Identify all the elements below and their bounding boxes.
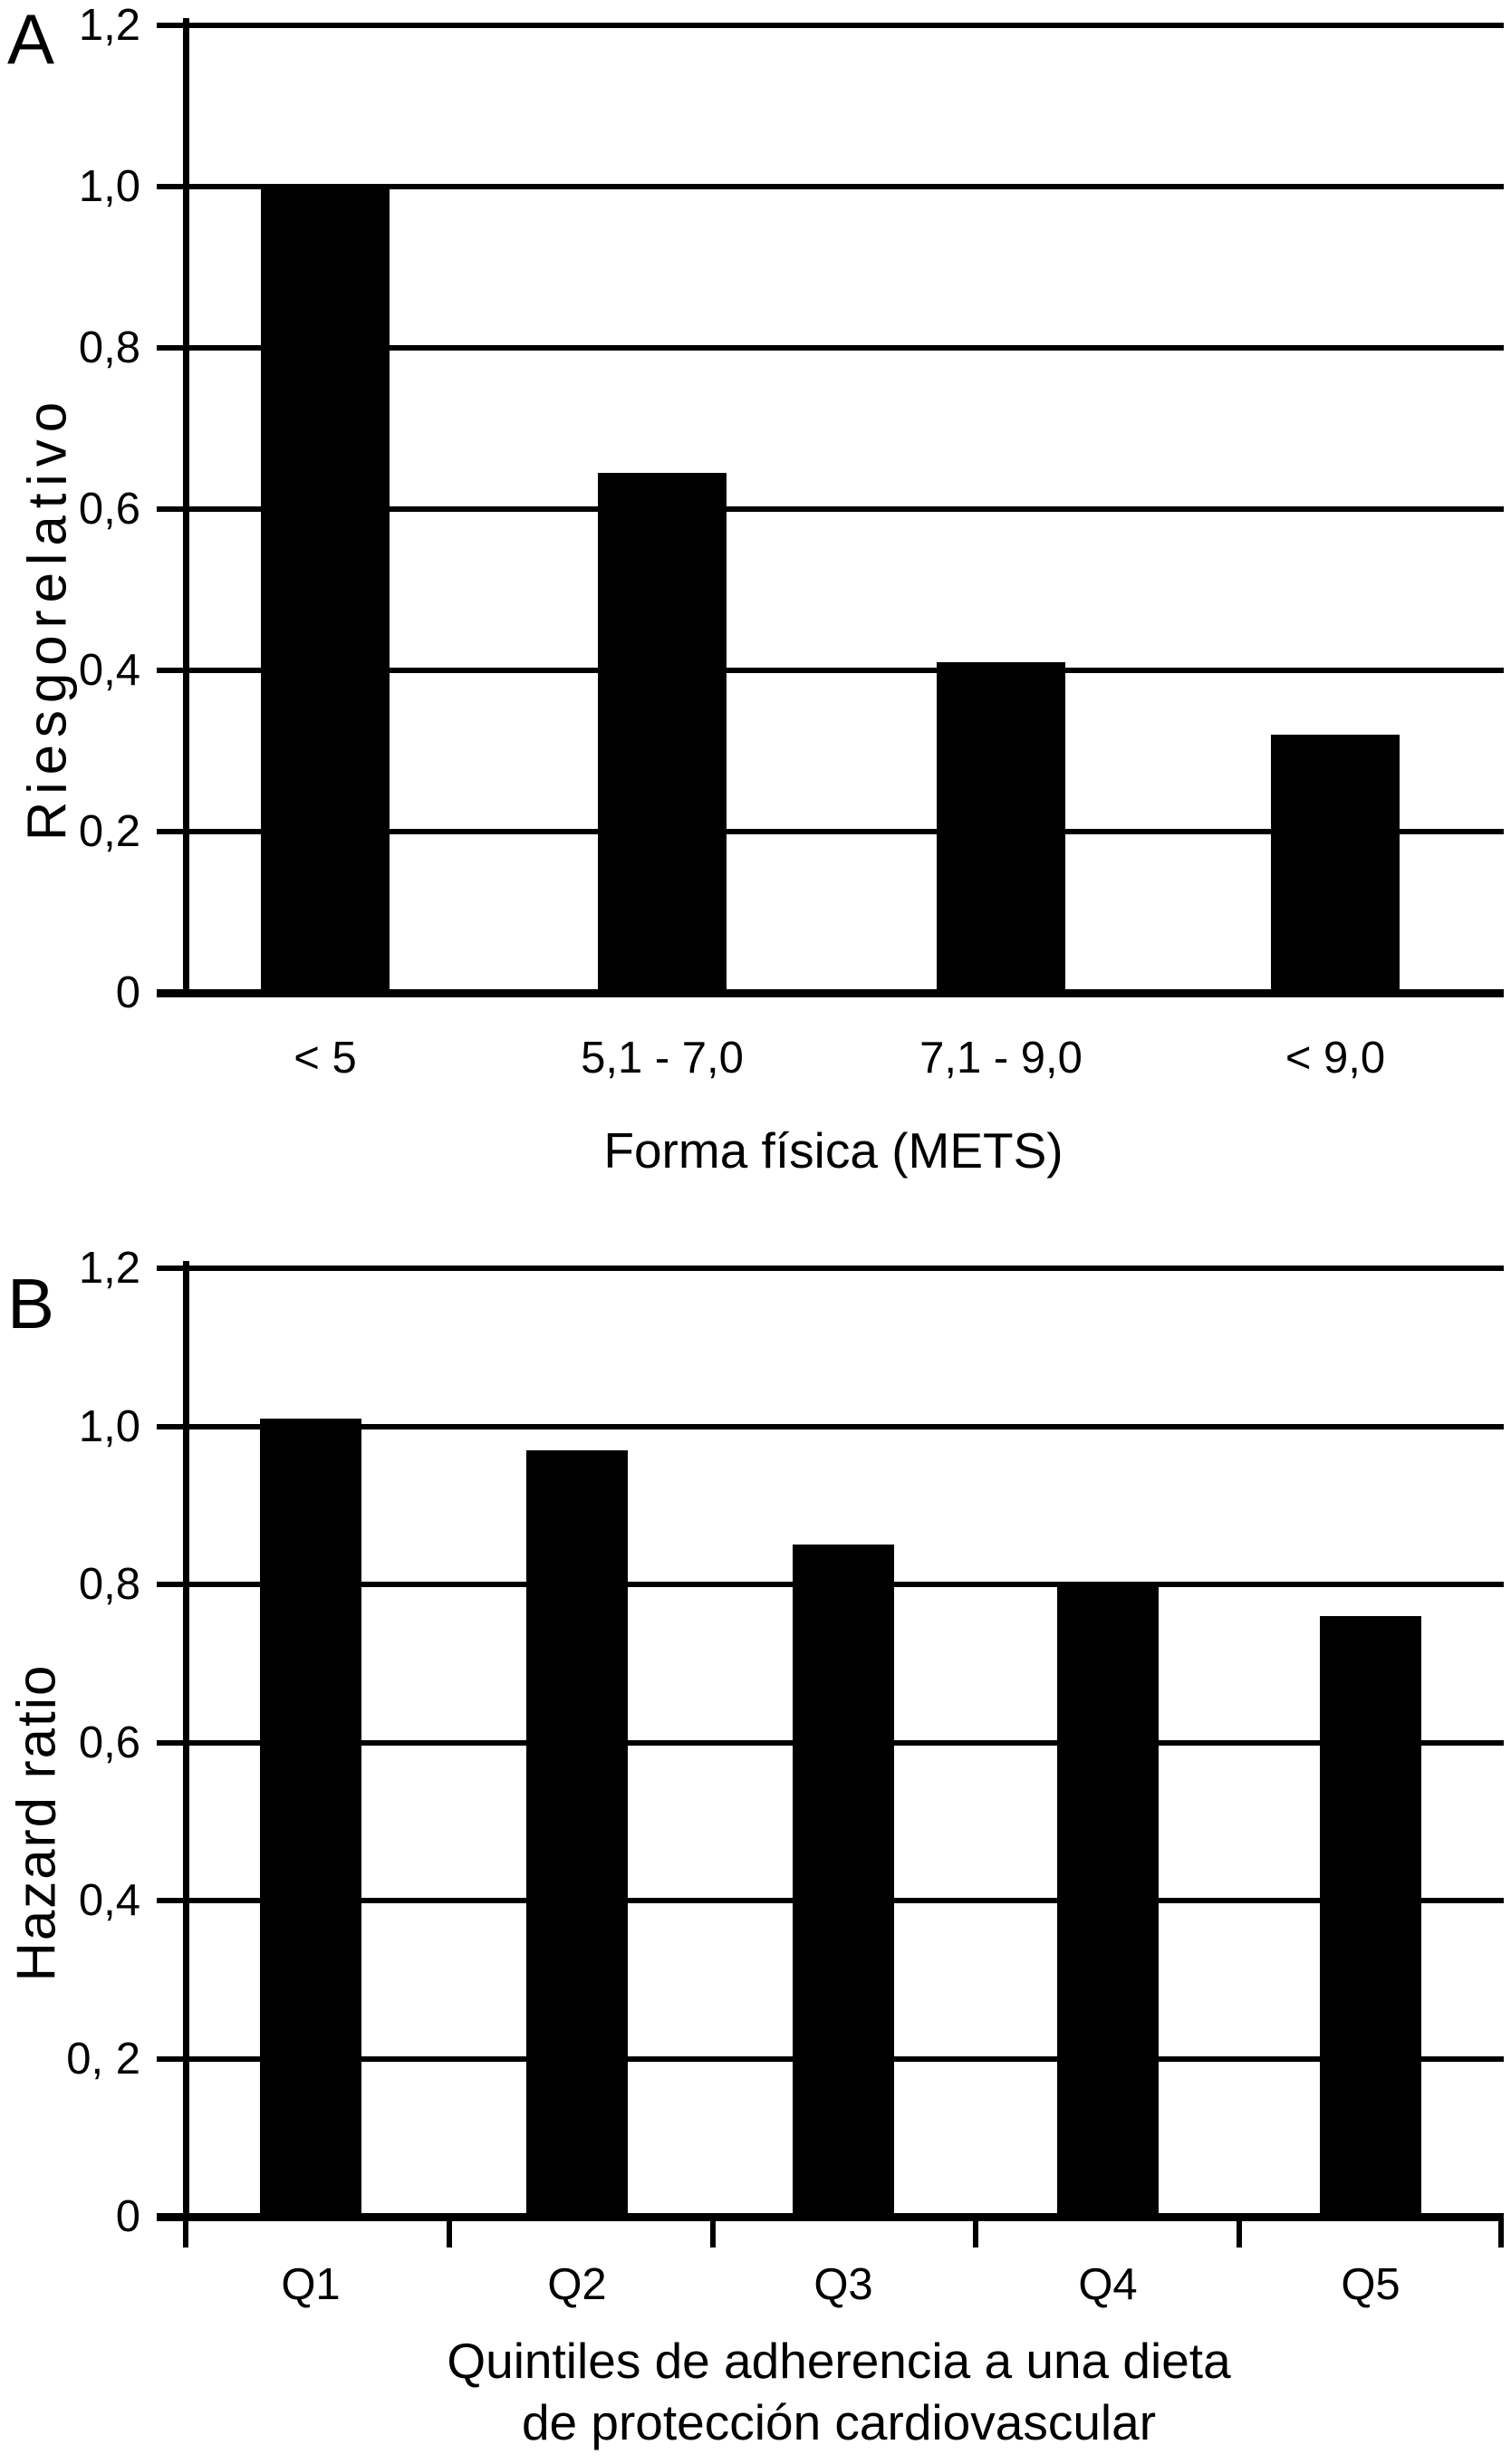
y-tick-label: 1,2 <box>78 1 140 50</box>
y-tick-label: 0,6 <box>78 485 140 534</box>
y-tick-label: 0 <box>115 968 140 1017</box>
x-axis-tick <box>1237 2217 1242 2247</box>
y-gridline <box>157 23 1504 28</box>
y-gridline <box>157 668 1504 673</box>
x-category-label: Q4 <box>1078 2260 1138 2309</box>
x-category-label: 5,1 - 7,0 <box>581 1034 744 1083</box>
x-category-label: < 9,0 <box>1285 1034 1386 1083</box>
y-axis-line <box>183 18 189 996</box>
bar-7,1 - 9,0 <box>937 662 1065 993</box>
y-tick-label: 0,6 <box>78 1718 140 1767</box>
x-axis-tick <box>973 2217 978 2247</box>
x-axis-baseline <box>157 2213 1504 2221</box>
y-tick-label: 1,2 <box>78 1244 140 1293</box>
x-axis-tick <box>447 2217 452 2247</box>
y-gridline <box>157 184 1504 189</box>
x-category-label: Q5 <box>1341 2260 1400 2309</box>
y-tick-label: 0, 2 <box>66 2035 140 2084</box>
bar-Q4 <box>1057 1584 1159 2217</box>
y-tick-label: 0 <box>115 2192 140 2241</box>
bar-< 9,0 <box>1271 735 1400 993</box>
panel-a-y-axis-title: Riesgorelativo <box>16 394 78 842</box>
y-gridline <box>157 1424 1504 1429</box>
x-category-label: 7,1 - 9,0 <box>919 1034 1083 1083</box>
x-category-label: Q2 <box>547 2260 607 2309</box>
bar-Q1 <box>260 1419 361 2217</box>
y-tick-label: 1,0 <box>78 1402 140 1451</box>
x-category-label: Q3 <box>813 2260 873 2309</box>
y-gridline <box>157 345 1504 351</box>
y-tick-label: 0,4 <box>78 1876 140 1925</box>
x-axis-tick <box>710 2217 716 2247</box>
bar-Q2 <box>526 1450 628 2217</box>
panel-a-x-axis-title: Forma física (METS) <box>603 1122 1063 1179</box>
bar-Q5 <box>1320 1616 1421 2217</box>
y-tick-label: 1,0 <box>78 162 140 211</box>
bar-5,1 - 7,0 <box>598 473 727 993</box>
panel-b-x-axis-title-line2: de protección cardiovascular <box>521 2394 1157 2450</box>
bar-< 5 <box>261 187 390 993</box>
x-axis-tick <box>1498 2217 1504 2247</box>
x-category-label: < 5 <box>294 1034 357 1083</box>
panel-b-label: B <box>7 1264 55 1343</box>
panel-b-x-axis-title-line1: Quintiles de adherencia a una dieta <box>447 2333 1231 2389</box>
y-gridline <box>157 829 1504 834</box>
panel-a-label: A <box>7 0 55 79</box>
y-tick-label: 0,4 <box>78 646 140 695</box>
panel-b-y-axis-title: Hazard ratio <box>5 1663 67 1982</box>
x-axis-tick <box>183 2217 188 2247</box>
y-gridline <box>157 1266 1504 1271</box>
y-gridline <box>157 506 1504 512</box>
y-tick-label: 0,8 <box>78 1560 140 1609</box>
bar-Q3 <box>793 1545 894 2217</box>
x-axis-baseline <box>157 989 1504 997</box>
x-category-label: Q1 <box>281 2260 341 2309</box>
y-tick-label: 0,2 <box>78 807 140 856</box>
y-tick-label: 0,8 <box>78 323 140 372</box>
y-axis-line <box>183 1261 189 2220</box>
